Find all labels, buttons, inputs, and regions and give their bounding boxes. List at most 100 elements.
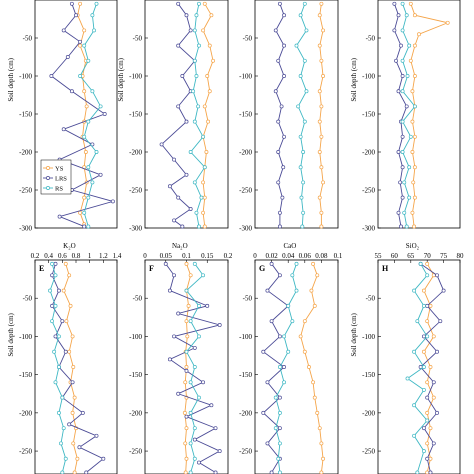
data-point-YS (319, 58, 324, 63)
x-tick-label: 0 (143, 252, 147, 260)
series-line-LRS (50, 3, 115, 227)
data-point-YS (311, 380, 316, 385)
data-point-YS (75, 456, 80, 461)
data-point-LRS (282, 43, 286, 48)
y-tick-label: -150 (19, 371, 32, 379)
data-point-YS (61, 288, 66, 293)
data-point-RS (302, 119, 307, 124)
data-point-YS (202, 195, 207, 200)
data-point-RS (405, 74, 410, 78)
data-point-YS (302, 349, 307, 354)
panel-E: -50 -100 -150 -200 -250 0.2 0.4 0.6 0.8 1 1.2 1.4 K₂… (7, 242, 122, 474)
data-point-YS (83, 150, 88, 154)
panel-F: -50 -100 -150 -200 -250 0 0.05 0.1 0.15 0.2 Na₂O F (129, 242, 233, 474)
y-tick-label: -200 (19, 409, 32, 417)
data-point-LRS (50, 273, 55, 278)
data-point-YS (206, 119, 211, 124)
data-point-YS (321, 456, 326, 461)
data-point-YS (184, 365, 189, 369)
legend-marker (46, 166, 50, 170)
data-point-RS (294, 43, 299, 48)
data-point-RS (407, 43, 412, 48)
data-point-LRS (396, 210, 401, 215)
data-point-LRS (184, 119, 189, 124)
legend: YS LRS RS (40, 159, 72, 195)
data-point-YS (428, 456, 433, 461)
data-point-RS (192, 261, 197, 266)
data-point-YS (317, 150, 322, 154)
data-point-RS (276, 456, 281, 461)
data-point-RS (90, 13, 95, 18)
y-tick-label: -50 (23, 35, 33, 43)
data-point-RS (188, 441, 193, 446)
data-point-YS (321, 28, 326, 33)
data-point-LRS (69, 1, 74, 6)
panel-title: K₂O (63, 242, 76, 250)
data-point-RS (191, 89, 196, 94)
y-tick-label: -100 (19, 333, 32, 341)
data-point-RS (188, 150, 193, 154)
data-point-RS (86, 119, 91, 124)
data-point-RS (60, 470, 65, 474)
data-point-RS (273, 395, 278, 400)
data-point-RS (192, 426, 197, 431)
data-point-YS (184, 261, 189, 266)
data-point-RS (78, 74, 83, 78)
data-point-RS (201, 273, 206, 278)
data-point-RS (290, 319, 295, 324)
data-point-LRS (399, 43, 403, 48)
data-point-LRS (57, 214, 62, 219)
data-point-LRS (69, 89, 74, 94)
x-tick-label: 0 (253, 252, 257, 260)
panel-B: -50 -100 -150 -200 -250 -300 Soil depth (cm) (117, 0, 229, 233)
data-point-YS (185, 334, 190, 339)
data-point-RS (407, 165, 412, 170)
series-line-RS (190, 3, 206, 227)
panel-letter: E (39, 264, 44, 273)
y-tick-label: -150 (19, 111, 32, 119)
data-point-YS (202, 224, 207, 229)
data-point-LRS (282, 74, 286, 78)
data-point-LRS (392, 1, 397, 6)
data-point-YS (72, 470, 77, 474)
series-line-YS (300, 263, 324, 473)
data-point-LRS (80, 410, 85, 415)
x-tick-label: 0.15 (201, 252, 214, 260)
data-point-LRS (399, 224, 403, 229)
data-point-YS (411, 180, 416, 185)
data-point-LRS (421, 426, 426, 431)
data-point-RS (98, 104, 103, 109)
data-point-LRS (213, 426, 218, 431)
data-point-RS (56, 365, 61, 369)
data-point-RS (82, 43, 87, 48)
data-point-YS (207, 43, 212, 48)
data-point-YS (71, 441, 76, 446)
data-point-RS (184, 349, 189, 354)
data-point-RS (282, 334, 286, 339)
x-tick-label: 65 (407, 252, 415, 260)
data-point-RS (412, 433, 417, 438)
series-line-YS (63, 263, 78, 473)
data-point-RS (277, 410, 282, 415)
y-axis-label: Soil depth (cm) (350, 57, 358, 101)
panel-letter: H (382, 264, 389, 273)
x-tick-label: 1.4 (113, 252, 122, 260)
data-point-LRS (435, 349, 439, 354)
data-point-LRS (392, 28, 397, 33)
data-point-RS (53, 303, 58, 308)
data-point-LRS (176, 311, 181, 316)
data-point-YS (428, 426, 433, 431)
data-point-YS (417, 32, 421, 37)
data-point-YS (184, 456, 189, 461)
data-point-LRS (273, 89, 278, 94)
y-tick-label: -100 (129, 333, 142, 341)
y-tick-label: -300 (129, 225, 142, 233)
data-point-LRS (188, 28, 193, 33)
data-point-YS (425, 410, 430, 415)
data-point-RS (50, 319, 55, 324)
data-point-LRS (167, 357, 172, 362)
y-tick-label: -250 (239, 448, 252, 456)
data-point-RS (286, 349, 291, 354)
data-point-RS (59, 441, 63, 446)
